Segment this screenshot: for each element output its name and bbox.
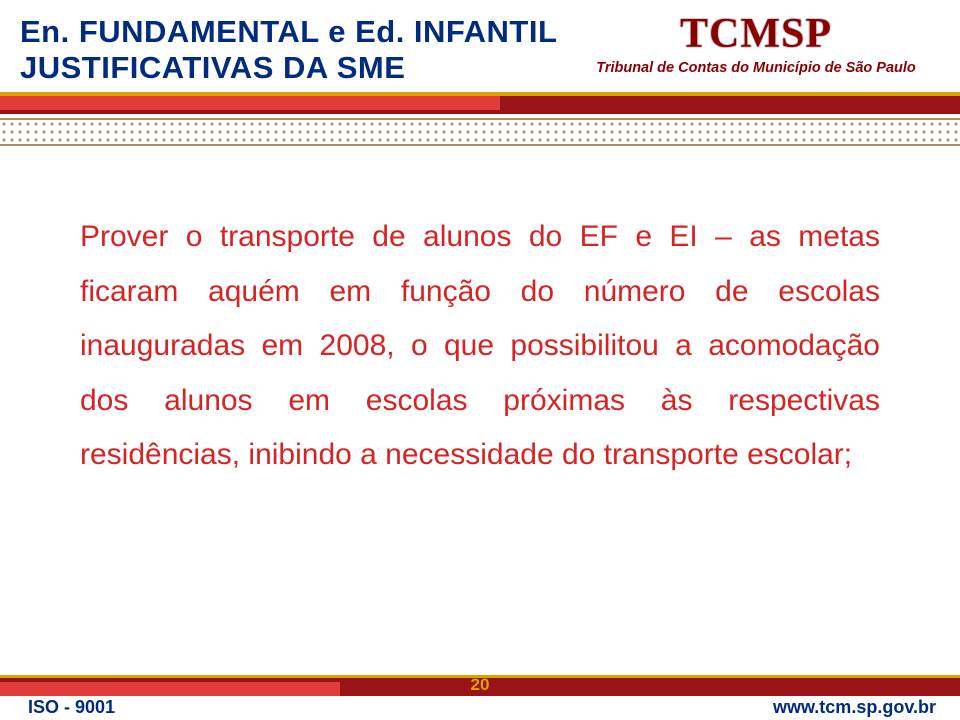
logo-subtitle: Tribunal de Contas do Município de São P… <box>576 60 936 76</box>
header: En. FUNDAMENTAL e Ed. INFANTIL JUSTIFICA… <box>0 0 960 150</box>
footer-red-highlight <box>0 682 340 696</box>
title-block: En. FUNDAMENTAL e Ed. INFANTIL JUSTIFICA… <box>20 14 557 85</box>
footer-url: www.tcm.sp.gov.br <box>773 697 936 718</box>
title-line-2: JUSTIFICATIVAS DA SME <box>20 50 557 86</box>
logo-text: TCMSP <box>576 10 936 58</box>
title-line-1: En. FUNDAMENTAL e Ed. INFANTIL <box>20 14 557 50</box>
logo-area: TCMSP Tribunal de Contas do Município de… <box>576 10 936 76</box>
footer: 20 ISO - 9001 www.tcm.sp.gov.br <box>0 674 960 720</box>
body-text: Prover o transporte de alunos do EF e EI… <box>80 210 880 483</box>
paragraph: Prover o transporte de alunos do EF e EI… <box>80 210 880 483</box>
slide: En. FUNDAMENTAL e Ed. INFANTIL JUSTIFICA… <box>0 0 960 720</box>
dotted-band <box>0 118 960 146</box>
slide-number: 20 <box>471 675 490 695</box>
header-red-highlight <box>0 96 500 110</box>
iso-label: ISO - 9001 <box>28 697 115 718</box>
